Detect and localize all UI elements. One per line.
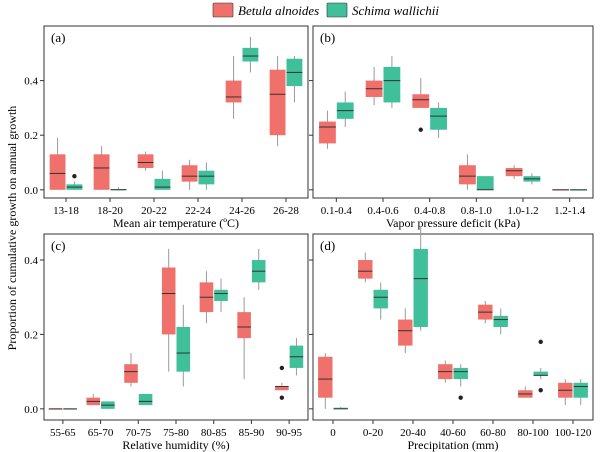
box-betula	[225, 80, 242, 103]
x-tick-label: 90-95	[276, 427, 302, 439]
box-betula	[319, 121, 336, 144]
x-tick-label: 18-20	[97, 205, 123, 217]
x-tick-label: 100-120	[555, 427, 592, 439]
box-schima	[533, 371, 548, 376]
panel-label: (d)	[320, 238, 335, 253]
box-betula	[93, 154, 110, 190]
box-schima	[573, 382, 588, 398]
box-betula	[124, 364, 138, 383]
outlier-betula	[279, 395, 285, 400]
plot-frame	[43, 25, 309, 199]
x-tick-label: 55-65	[50, 427, 76, 439]
box-schima	[413, 248, 428, 327]
outlier-schima	[538, 388, 543, 393]
box-schima	[242, 47, 259, 62]
panel-0: (a) 0.0 0.2 0.4 13-18 18-20 20-22 22-24 24-26 26-…	[24, 25, 309, 230]
outlier-betula	[279, 365, 285, 371]
plot-frame	[312, 25, 594, 199]
x-tick-label: 0.4-0.8	[414, 205, 446, 217]
panel-label: (c)	[51, 238, 65, 253]
box-schima	[476, 176, 494, 190]
box-betula	[459, 165, 476, 185]
panel-3: (d) 0 0-20 20-40 40-60 60-80 80-100 100-120 Prec…	[309, 226, 594, 452]
box-schima	[214, 289, 228, 301]
plot-frame	[43, 233, 309, 421]
x-tick-label: 20-40	[400, 427, 426, 439]
y-tick-label: 0.4	[24, 76, 38, 88]
plot-frame	[312, 233, 594, 421]
x-tick-label: 22-24	[185, 205, 211, 217]
x-tick-label: 0	[330, 427, 336, 439]
x-axis-label: Vapor pressure deficit (kPa)	[386, 216, 520, 230]
box-betula	[358, 260, 373, 279]
outlier-schima	[538, 339, 543, 345]
x-tick-label: 75-80	[163, 427, 189, 439]
x-tick-label: 60-80	[480, 427, 506, 439]
box-schima	[176, 327, 191, 372]
box-schima	[138, 393, 153, 406]
x-tick-label: 26-28	[273, 205, 299, 217]
box-betula	[505, 167, 523, 177]
x-tick-label: 0.4-0.6	[367, 205, 399, 217]
y-axis-label: Proportion of cumulative growth on annua…	[5, 106, 19, 351]
box-schima	[333, 407, 348, 409]
box-schima	[373, 289, 388, 309]
x-tick-label: 0.1-0.4	[321, 205, 353, 217]
x-tick-label: 1.0-1.2	[507, 205, 538, 217]
box-betula	[398, 319, 413, 346]
box-schima	[383, 66, 401, 103]
panel-2: (c) 0.0 0.2 0.4 55-65 65-70 70-75 75-80 80-85 85-…	[24, 233, 309, 452]
box-schima	[430, 107, 447, 130]
x-tick-label: 24-26	[229, 205, 255, 217]
x-tick-label: 13-18	[53, 205, 79, 217]
box-betula	[237, 312, 251, 339]
box-betula	[275, 386, 289, 391]
x-tick-label: 80-85	[201, 427, 227, 439]
legend-swatch-betula	[212, 2, 234, 18]
outlier-schima	[72, 173, 77, 179]
legend: Betula alnoides Schima wallichii	[212, 2, 439, 18]
x-tick-label: 85-90	[239, 427, 265, 439]
box-schima	[493, 315, 508, 327]
box-betula	[181, 165, 198, 182]
x-tick-label: 40-60	[440, 427, 466, 439]
y-tick-label: 0.4	[24, 255, 38, 267]
x-tick-label: 1.2-1.4	[554, 205, 586, 217]
box-betula	[137, 154, 154, 168]
legend-label-betula: Betula alnoides	[238, 3, 319, 18]
x-axis-label: Relative humidity (%)	[122, 438, 229, 452]
box-schima	[453, 367, 468, 380]
x-axis-label: Precipitation (mm)	[408, 438, 499, 452]
y-tick-label: 0.2	[24, 329, 38, 341]
box-betula	[318, 356, 333, 398]
x-tick-label: 0-20	[363, 427, 384, 439]
outlier-schima	[458, 395, 463, 400]
box-schima	[154, 178, 171, 190]
legend-swatch-schima	[326, 2, 348, 18]
box-schima	[198, 170, 215, 185]
x-tick-label: 70-75	[125, 427, 151, 439]
panel-label: (a)	[51, 30, 65, 45]
box-betula	[161, 267, 176, 335]
panel-label: (b)	[320, 30, 335, 45]
box-betula	[49, 154, 66, 190]
legend-label-schima: Schima wallichii	[352, 3, 439, 18]
x-tick-label: 65-70	[88, 427, 114, 439]
box-betula	[269, 69, 286, 136]
x-tick-label: 0.8-1.0	[461, 205, 493, 217]
y-tick-label: 0.0	[24, 404, 38, 416]
y-tick-label: 0.2	[24, 130, 38, 142]
outlier-betula	[418, 127, 423, 132]
panel-1: (b) 0.1-0.4 0.4-0.6 0.4-0.8 0.8-1.0 1.0-1.2 1.…	[309, 25, 594, 230]
y-tick-label: 0.0	[24, 185, 38, 197]
x-axis-label: Mean air temperature (ºC)	[113, 216, 239, 230]
panels: (a) 0.0 0.2 0.4 13-18 18-20 20-22 22-24 24-26 26-…	[24, 25, 594, 452]
box-betula	[412, 94, 430, 108]
x-tick-label: 20-22	[141, 205, 167, 217]
x-tick-label: 80-100	[517, 427, 549, 439]
